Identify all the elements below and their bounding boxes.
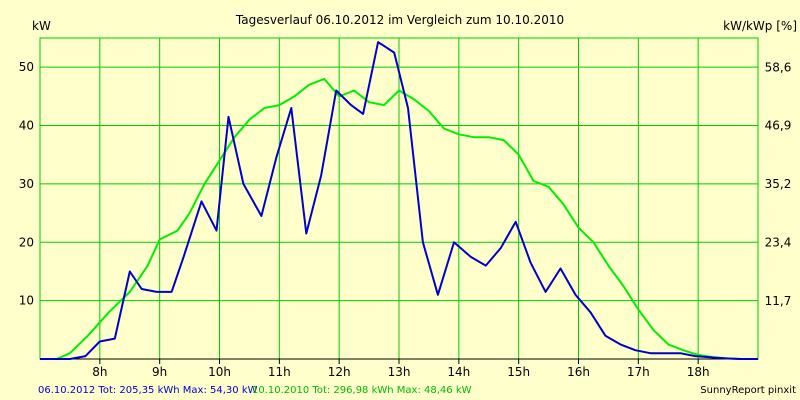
series bbox=[40, 41, 758, 360]
chart-title: Tagesverlauf 06.10.2012 im Vergleich zum… bbox=[235, 13, 564, 27]
x-tick-label: 16h bbox=[567, 365, 590, 379]
x-tick-label: 8h bbox=[92, 365, 107, 379]
credit-text: SunnyReport pinxit bbox=[700, 385, 796, 396]
x-tick-label: 17h bbox=[627, 365, 650, 379]
y-right-tick-label: 58,6 bbox=[765, 60, 792, 74]
x-tick-label: 9h bbox=[152, 365, 167, 379]
axes bbox=[39, 37, 759, 364]
y-axis-right-label: kW/kWp [%] bbox=[723, 19, 797, 33]
x-tick-label: 14h bbox=[447, 365, 470, 379]
series-line-2010 bbox=[40, 77, 758, 360]
x-tick-label: 13h bbox=[388, 365, 411, 379]
tick-labels: 8h 9h 10h 11h 12h 13h 14h 15h 16h 17h 18h 10 20 30 40 5… bbox=[19, 60, 792, 379]
x-tick-label: 10h bbox=[208, 365, 231, 379]
grid bbox=[40, 38, 758, 359]
y-left-tick-label: 20 bbox=[19, 235, 34, 249]
y-axis-left-label: kW bbox=[32, 19, 51, 33]
series-line-2012 bbox=[40, 41, 758, 360]
y-right-tick-label: 11,7 bbox=[765, 294, 792, 308]
x-tick-label: 15h bbox=[507, 365, 530, 379]
y-right-tick-label: 46,9 bbox=[765, 119, 792, 133]
y-left-tick-label: 30 bbox=[19, 177, 34, 191]
y-left-tick-label: 10 bbox=[19, 294, 34, 308]
x-tick-label: 11h bbox=[268, 365, 291, 379]
x-tick-label: 18h bbox=[687, 365, 710, 379]
y-right-tick-label: 23,4 bbox=[765, 236, 792, 250]
y-right-tick-label: 35,2 bbox=[765, 177, 792, 191]
y-left-tick-label: 40 bbox=[19, 119, 34, 133]
legend-series-2010: 10.10.2010 Tot: 296,98 kWh Max: 48,46 kW bbox=[252, 385, 472, 396]
x-tick-label: 12h bbox=[328, 365, 351, 379]
y-left-tick-label: 50 bbox=[19, 60, 34, 74]
legend-series-2012: 06.10.2012 Tot: 205,35 kWh Max: 54,30 kW bbox=[38, 385, 258, 396]
